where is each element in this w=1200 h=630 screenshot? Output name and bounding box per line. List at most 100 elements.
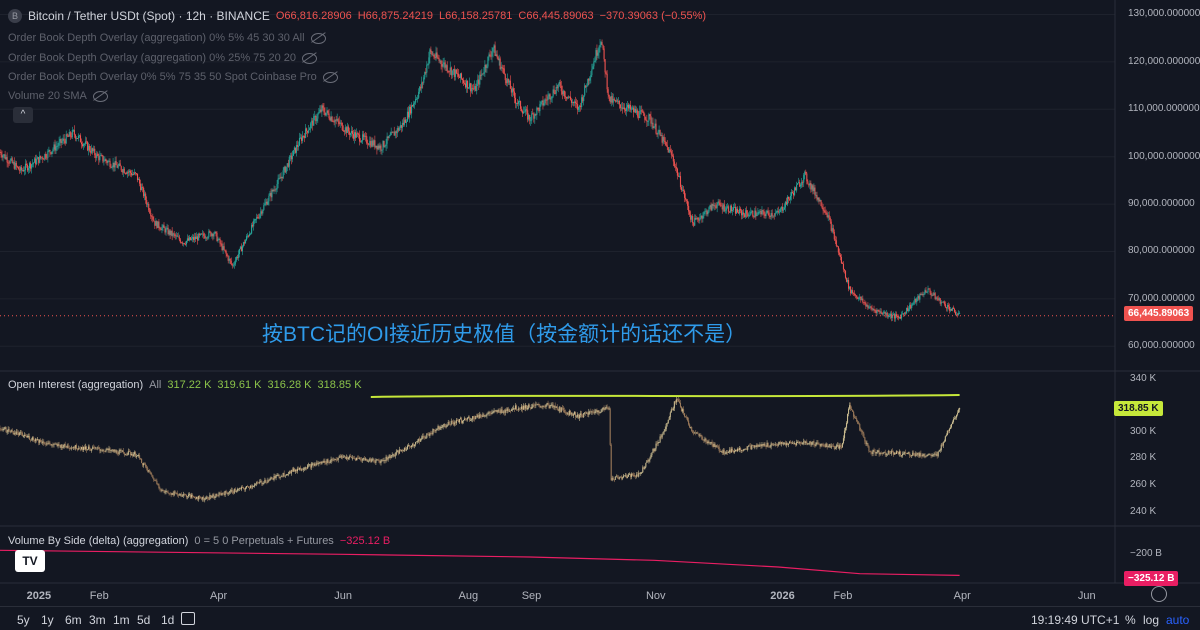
candle-body — [737, 212, 740, 214]
candle-body — [434, 430, 436, 432]
range-button-1m[interactable]: 1m — [113, 613, 130, 627]
indicator-row[interactable]: Order Book Depth Overlay (aggregation) 0… — [8, 52, 317, 64]
candle-body — [232, 265, 234, 266]
candle-body — [410, 445, 413, 448]
candle-body — [539, 104, 541, 112]
auto-toggle[interactable]: auto — [1166, 613, 1190, 627]
range-button-1y[interactable]: 1y — [41, 613, 54, 627]
candle-body — [354, 458, 357, 461]
candle-body — [156, 221, 158, 228]
range-button-3m[interactable]: 3m — [89, 613, 106, 627]
candle-body — [395, 131, 397, 134]
eye-hidden-icon[interactable] — [92, 90, 108, 102]
candle-body — [280, 176, 282, 179]
candle-body — [523, 405, 525, 410]
range-button-6m[interactable]: 6m — [65, 613, 82, 627]
oi-legend[interactable]: Open Interest (aggregation) All 317.22 K… — [8, 379, 362, 391]
eye-hidden-icon[interactable] — [310, 32, 326, 44]
range-button-5d[interactable]: 5d — [137, 613, 151, 627]
candle-body — [352, 457, 355, 459]
candle-body — [425, 71, 427, 73]
candle-body — [791, 192, 794, 194]
indicator-row[interactable]: Order Book Depth Overlay 0% 5% 75 35 50 … — [8, 71, 338, 83]
candle-body — [776, 445, 778, 446]
indicator-row[interactable]: Order Book Depth Overlay (aggregation) 0… — [8, 32, 326, 44]
candle-body — [164, 491, 166, 493]
candle-body — [122, 168, 124, 173]
vbs-legend[interactable]: Volume By Side (delta) (aggregation) 0 =… — [8, 535, 390, 547]
candle-body — [52, 149, 54, 152]
candle-body — [304, 468, 306, 470]
candle-body — [801, 443, 803, 445]
candle-body — [305, 467, 307, 469]
candle-body — [332, 121, 334, 123]
clock[interactable]: 19:19:49 UTC+1 — [1031, 613, 1120, 627]
candle-body — [333, 459, 335, 461]
range-button-5y[interactable]: 5y — [17, 613, 30, 627]
candle-body — [635, 108, 637, 113]
time-axis-label: Sep — [521, 590, 542, 602]
candle-body — [797, 442, 799, 443]
candle-body — [934, 293, 936, 299]
candle-body — [384, 145, 386, 147]
symbol-title[interactable]: Bitcoin / Tether USDt (Spot) · 12h · BIN… — [28, 9, 270, 23]
candle-body — [844, 427, 847, 431]
candle-body — [229, 258, 231, 261]
candle-body — [96, 153, 98, 158]
candle-body — [829, 217, 831, 222]
candle-body — [428, 433, 430, 436]
candle-body — [689, 424, 691, 428]
candle-body — [383, 140, 385, 147]
candle-body — [933, 453, 935, 455]
indicator-row[interactable]: Volume 20 SMA — [8, 90, 108, 102]
candle-body — [593, 61, 595, 67]
candle-body — [175, 235, 177, 237]
candle-body — [754, 210, 756, 218]
candle-body — [879, 311, 881, 313]
candle-body — [853, 293, 855, 294]
candle-body — [30, 163, 32, 169]
candle-body — [61, 444, 63, 449]
candle-body — [831, 445, 833, 447]
settings-gear-icon[interactable] — [1151, 586, 1167, 602]
candle-body — [548, 404, 550, 409]
log-toggle[interactable]: log — [1143, 613, 1160, 627]
candle-body — [869, 306, 871, 308]
eye-hidden-icon[interactable] — [322, 71, 338, 83]
candle-body — [265, 480, 267, 482]
candle-body — [647, 120, 649, 122]
candle-body — [597, 52, 599, 56]
candle-body — [906, 307, 908, 314]
range-button-1d[interactable]: 1d — [161, 613, 175, 627]
price-axis-label: 100,000.000000 — [1128, 150, 1200, 162]
candle-body — [846, 413, 849, 423]
candle-body — [81, 144, 84, 147]
candle-body — [152, 475, 154, 478]
indicator-label: Order Book Depth Overlay (aggregation) 0… — [8, 52, 296, 64]
candle-body — [358, 133, 360, 135]
candle-body — [900, 314, 903, 319]
candle-body — [154, 221, 156, 226]
candle-body — [779, 208, 781, 213]
candle-body — [616, 100, 618, 102]
collapse-legend-button[interactable]: ^ — [13, 107, 33, 123]
candle-body — [651, 122, 653, 124]
percent-toggle[interactable]: % — [1125, 613, 1136, 627]
candle-body — [24, 434, 27, 437]
candle-body — [168, 493, 170, 495]
candle-body — [240, 487, 242, 490]
candle-body — [69, 448, 71, 449]
date-range-icon[interactable] — [181, 612, 195, 625]
candle-body — [422, 82, 424, 84]
candle-body — [400, 450, 402, 451]
candle-body — [132, 454, 134, 456]
eye-hidden-icon[interactable] — [302, 52, 317, 64]
candle-body — [854, 416, 856, 419]
tradingview-logo[interactable]: TV — [15, 550, 45, 572]
candle-body — [86, 141, 88, 143]
candle-body — [918, 453, 920, 457]
candle-body — [116, 450, 118, 454]
candle-body — [722, 450, 724, 453]
candle-body — [463, 418, 466, 421]
